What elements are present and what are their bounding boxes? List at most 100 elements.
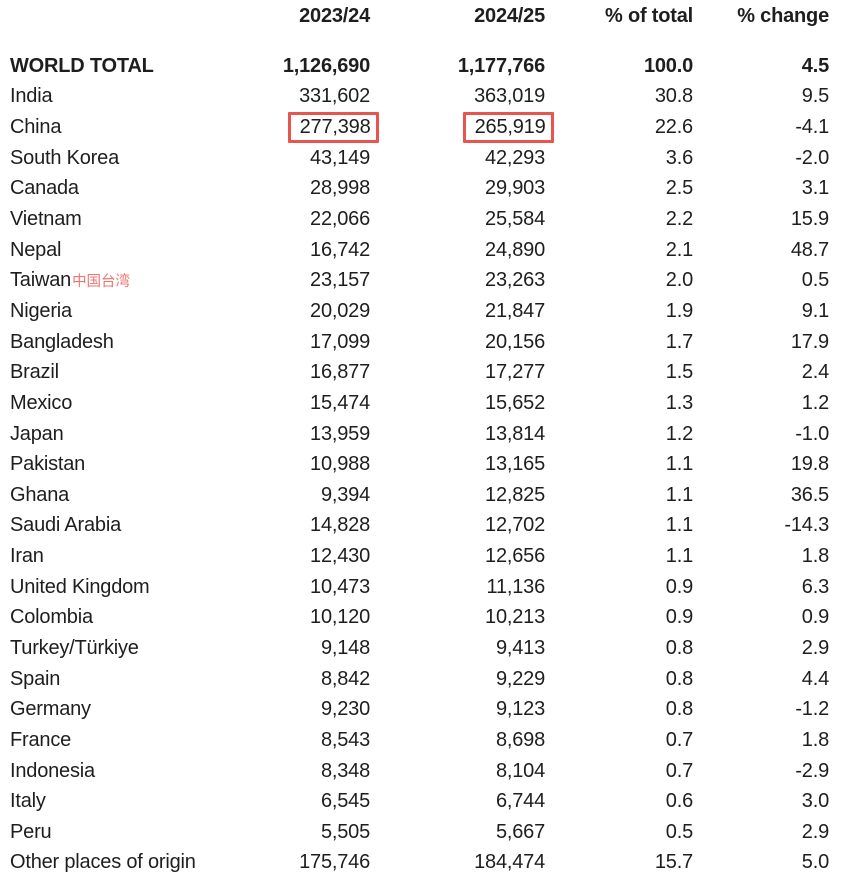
pct-of-total-value: 2.5 — [665, 177, 693, 200]
value-2024-25-cell: 8,104 — [370, 760, 545, 783]
table-row: Bangladesh 17,099 20,156 1.7 17.9 — [10, 327, 829, 358]
country-label: Indonesia — [10, 759, 95, 782]
pct-of-total-cell: 1.5 — [545, 361, 693, 384]
value-2024-25-cell: 1,177,766 — [370, 55, 545, 78]
pct-change-cell: 3.0 — [693, 790, 829, 813]
country-cell: Saudi Arabia — [10, 514, 230, 537]
value-2024-25-cell: 265,919 — [370, 112, 554, 144]
value-2024-25: 25,584 — [485, 208, 545, 231]
pct-change-cell: 15.9 — [693, 208, 829, 231]
pct-change-cell: -1.0 — [693, 423, 829, 446]
value-2023-24-cell: 10,988 — [230, 453, 370, 476]
value-2023-24-cell: 12,430 — [230, 545, 370, 568]
table-body: WORLD TOTAL 1,126,690 1,177,766 100.0 4.… — [10, 51, 829, 875]
table-row: Mexico 15,474 15,652 1.3 1.2 — [10, 388, 829, 419]
pct-of-total-cell: 1.1 — [545, 484, 693, 507]
pct-of-total-value: 0.5 — [665, 820, 693, 843]
country-cell: Peru — [10, 821, 230, 844]
pct-change-value: 15.9 — [790, 208, 829, 231]
value-2024-25-cell: 13,814 — [370, 423, 545, 446]
pct-of-total-cell: 1.2 — [545, 423, 693, 446]
value-2023-24-cell: 20,029 — [230, 300, 370, 323]
value-2024-25-cell: 9,413 — [370, 637, 545, 660]
value-2023-24-cell: 16,877 — [230, 361, 370, 384]
pct-of-total-value: 15.7 — [654, 851, 693, 874]
pct-of-total-cell: 0.8 — [545, 668, 693, 691]
pct-change-cell: 17.9 — [693, 331, 829, 354]
value-2023-24-cell: 10,473 — [230, 576, 370, 599]
pct-of-total-value: 0.8 — [665, 636, 693, 659]
value-2023-24-cell: 9,394 — [230, 484, 370, 507]
country-label: China — [10, 116, 62, 139]
table-row: Peru 5,505 5,667 0.5 2.9 — [10, 817, 829, 848]
country-label: Other places of origin — [10, 851, 196, 874]
pct-change-cell: 9.5 — [693, 85, 829, 108]
pct-change-cell: 3.1 — [693, 177, 829, 200]
value-2023-24: 16,877 — [310, 361, 370, 384]
value-2023-24-cell: 6,545 — [230, 790, 370, 813]
country-label: Ghana — [10, 483, 70, 506]
country-label: Iran — [10, 545, 44, 568]
pct-change-value: 0.5 — [801, 269, 829, 292]
value-2024-25: 9,229 — [495, 667, 545, 690]
table-header-row: 2023/24 2024/25 % of total % change — [10, 0, 829, 51]
value-2023-24: 17,099 — [310, 330, 370, 353]
country-label: Spain — [10, 667, 61, 690]
value-2023-24-cell: 16,742 — [230, 239, 370, 262]
table-row: Other places of origin 175,746 184,474 1… — [10, 848, 829, 875]
country-label: Germany — [10, 698, 91, 721]
pct-of-total-cell: 0.7 — [545, 729, 693, 752]
value-2024-25: 9,413 — [495, 636, 545, 659]
pct-change-cell: 0.9 — [693, 606, 829, 629]
value-2023-24: 9,230 — [320, 698, 370, 721]
pct-of-total-cell: 1.7 — [545, 331, 693, 354]
table-row: Turkey/Türkiye 9,148 9,413 0.8 2.9 — [10, 633, 829, 664]
pct-change-value: 6.3 — [801, 575, 829, 598]
value-2024-25: 20,156 — [485, 330, 545, 353]
value-2024-25: 12,702 — [485, 514, 545, 537]
pct-of-total-cell: 2.2 — [545, 208, 693, 231]
value-2024-25: 13,165 — [485, 453, 545, 476]
value-2024-25-cell: 184,474 — [370, 851, 545, 874]
country-cell: Nepal — [10, 239, 230, 262]
value-2023-24: 331,602 — [299, 85, 370, 108]
value-2024-25-cell: 13,165 — [370, 453, 545, 476]
table-row: South Korea 43,149 42,293 3.6 -2.0 — [10, 143, 829, 174]
value-2024-25-cell: 25,584 — [370, 208, 545, 231]
value-2024-25-cell: 5,667 — [370, 821, 545, 844]
value-2023-24-cell: 23,157 — [230, 269, 370, 292]
country-cell: Indonesia — [10, 760, 230, 783]
value-2023-24: 43,149 — [310, 146, 370, 169]
pct-change-cell: 1.8 — [693, 545, 829, 568]
value-2023-24: 14,828 — [310, 514, 370, 537]
value-2023-24: 175,746 — [299, 851, 370, 874]
pct-change-value: 5.0 — [801, 851, 829, 874]
value-2024-25-cell: 42,293 — [370, 147, 545, 170]
country-label: Turkey/Türkiye — [10, 636, 139, 659]
value-2024-25-cell: 12,656 — [370, 545, 545, 568]
pct-of-total-cell: 1.9 — [545, 300, 693, 323]
value-2023-24-cell: 15,474 — [230, 392, 370, 415]
table-row: Nepal 16,742 24,890 2.1 48.7 — [10, 235, 829, 266]
table-row: Vietnam 22,066 25,584 2.2 15.9 — [10, 204, 829, 235]
value-2024-25-cell: 363,019 — [370, 85, 545, 108]
value-2023-24: 20,029 — [310, 299, 370, 322]
country-cell: Germany — [10, 698, 230, 721]
pct-of-total-value: 1.1 — [665, 483, 693, 506]
pct-change-value: 3.1 — [801, 177, 829, 200]
value-2024-25-cell: 29,903 — [370, 177, 545, 200]
value-2023-24: 1,126,690 — [282, 54, 370, 77]
table-row: Spain 8,842 9,229 0.8 4.4 — [10, 664, 829, 695]
pct-of-total-value: 1.2 — [665, 422, 693, 445]
pct-of-total-cell: 1.3 — [545, 392, 693, 415]
pct-of-total-value: 1.1 — [665, 453, 693, 476]
table-row: France 8,543 8,698 0.7 1.8 — [10, 725, 829, 756]
country-label: Japan — [10, 422, 64, 445]
table-row: Ghana 9,394 12,825 1.1 36.5 — [10, 480, 829, 511]
table-row: Colombia 10,120 10,213 0.9 0.9 — [10, 603, 829, 634]
pct-change-value: -14.3 — [784, 514, 829, 537]
header-2024-25: 2024/25 — [474, 5, 545, 27]
pct-of-total-cell: 0.5 — [545, 821, 693, 844]
value-2023-24-cell: 17,099 — [230, 331, 370, 354]
